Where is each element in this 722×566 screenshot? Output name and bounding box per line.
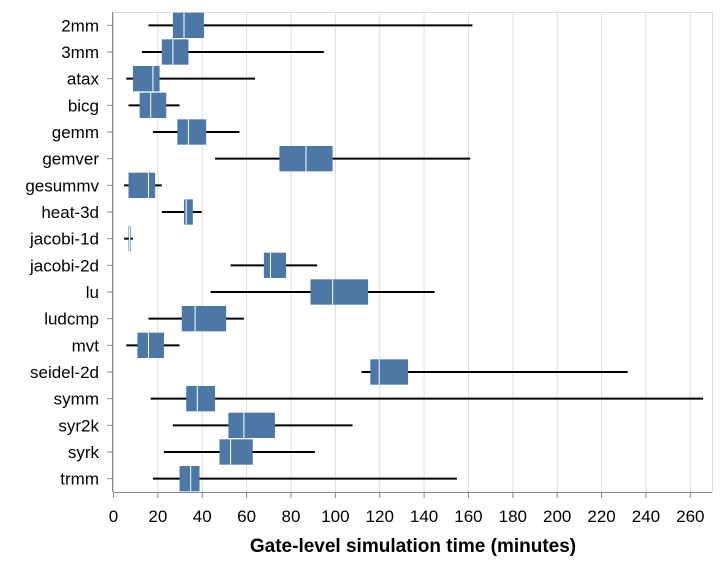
x-tick-label: 180	[499, 507, 527, 526]
y-tick-label: trmm	[60, 470, 99, 489]
y-tick-label: gesummv	[25, 176, 99, 195]
x-tick-label: 60	[237, 507, 256, 526]
y-tick-label: 3mm	[61, 43, 99, 62]
y-tick-label: syrk	[68, 443, 100, 462]
box	[310, 279, 369, 305]
box	[370, 359, 409, 385]
x-tick-label: 0	[109, 507, 118, 526]
y-tick-label: seidel-2d	[30, 363, 99, 382]
y-tick-label: syr2k	[58, 416, 99, 435]
x-tick-label: 40	[193, 507, 212, 526]
y-tick-label: jacobi-1d	[29, 230, 99, 249]
x-tick-label: 260	[676, 507, 704, 526]
y-tick-label: mvt	[72, 336, 100, 355]
grid-lines	[113, 12, 713, 492]
box	[219, 439, 253, 465]
y-tick-label: bicg	[68, 96, 99, 115]
y-tick-label: gemver	[42, 150, 99, 169]
x-tick-label: 100	[321, 507, 349, 526]
box	[137, 332, 165, 358]
x-tick-label: 160	[454, 507, 482, 526]
box	[172, 12, 204, 38]
box	[183, 199, 193, 225]
x-axis-title: Gate-level simulation time (minutes)	[250, 536, 576, 557]
axes: 2mm 3mm atax bicg gemm gemver gesummv heat-3d ja…	[25, 12, 712, 526]
box	[228, 412, 275, 438]
box	[177, 119, 207, 145]
y-tick-label: jacobi-2d	[29, 256, 99, 275]
box	[128, 172, 156, 198]
box	[181, 306, 227, 332]
box	[179, 466, 200, 492]
x-tick-label: 140	[410, 507, 438, 526]
box	[263, 252, 287, 278]
x-tick-label: 20	[148, 507, 167, 526]
box-series	[124, 12, 704, 492]
box	[132, 66, 160, 92]
box	[186, 386, 216, 412]
x-tick-label: 240	[632, 507, 660, 526]
y-tick-label: atax	[67, 70, 100, 89]
x-tick-label: 200	[543, 507, 571, 526]
y-tick-label: lu	[86, 283, 99, 302]
x-tick-label: 80	[282, 507, 301, 526]
x-tick-label: 220	[587, 507, 615, 526]
x-tick-label: 120	[366, 507, 394, 526]
box	[161, 39, 189, 65]
y-tick-label: gemm	[52, 123, 99, 142]
box	[139, 92, 167, 118]
y-tick-label: heat-3d	[41, 203, 99, 222]
y-tick-label: ludcmp	[44, 310, 99, 329]
y-tick-label: 2mm	[61, 16, 99, 35]
y-tick-label: symm	[54, 390, 99, 409]
